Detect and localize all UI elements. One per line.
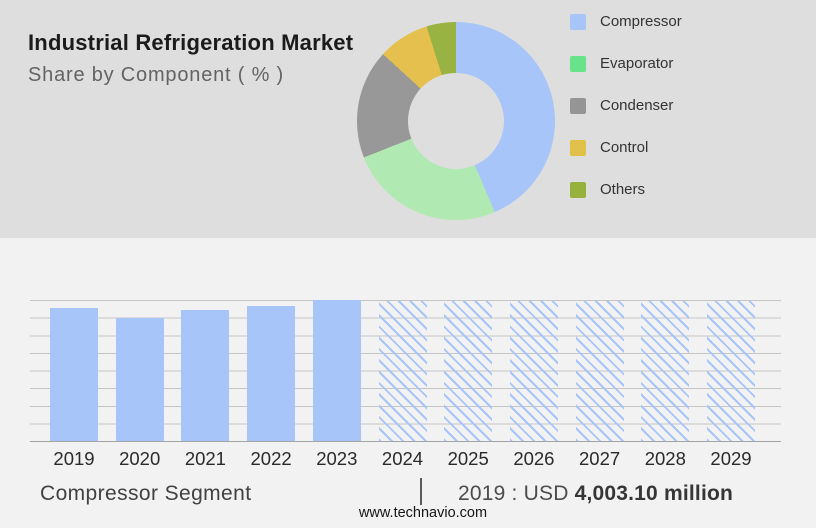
bar-2022: [247, 306, 296, 441]
bar-2025-forecast: [444, 301, 493, 441]
bar-2023: [312, 300, 361, 441]
legend-item-compressor: Compressor: [570, 13, 682, 30]
legend-swatch-compressor: [570, 13, 586, 30]
legend-swatch-others: [570, 181, 586, 198]
anchor-value: 2019 : USD 4,003.10 million: [458, 482, 733, 506]
bar-2028-forecast: [641, 301, 690, 441]
x-axis-label-2025: 2025: [447, 448, 489, 469]
anchor-value-prefix: 2019 : USD: [458, 482, 575, 505]
legend-label: Evaporator: [600, 55, 674, 72]
legend-swatch-condenser: [570, 97, 586, 114]
bar-chart-section: Compressor Segment 2019 : USD 4,003.10 m…: [0, 238, 816, 528]
x-axis-label-2019: 2019: [53, 448, 95, 469]
legend-item-others: Others: [570, 181, 682, 198]
title-block: Industrial Refrigeration Market Share by…: [28, 30, 353, 87]
x-axis-label-2026: 2026: [513, 448, 555, 469]
legend-label: Compressor: [600, 13, 682, 30]
legend-swatch-evaporator: [570, 55, 586, 72]
x-axis-label-2024: 2024: [381, 448, 424, 469]
bar-2029-forecast: [707, 301, 755, 441]
x-axis-label-2023: 2023: [316, 448, 358, 469]
x-axis-label-2028: 2028: [644, 448, 686, 469]
footer-divider: [420, 478, 422, 505]
segment-label: Compressor Segment: [40, 482, 252, 505]
legend-item-evaporator: Evaporator: [570, 55, 682, 72]
legend-item-condenser: Condenser: [570, 97, 682, 114]
legend-label: Others: [600, 181, 646, 198]
bar-2026-forecast: [509, 301, 558, 441]
x-axis-label-2021: 2021: [184, 448, 226, 469]
bar-2024-forecast: [378, 301, 427, 441]
page-subtitle: Share by Component ( % ): [28, 64, 284, 86]
website-url: www.technavio.com: [358, 505, 488, 521]
bar-2021: [181, 310, 230, 441]
header-section: Industrial Refrigeration Market Share by…: [0, 0, 816, 238]
x-axis-label-2020: 2020: [119, 448, 161, 469]
page-title: Industrial Refrigeration Market: [28, 30, 354, 55]
legend-item-control: Control: [570, 139, 682, 156]
legend: Compressor Evaporator Condenser Control Othe…: [570, 13, 682, 198]
x-axis-label-2027: 2027: [579, 448, 621, 469]
x-axis-label-2029: 2029: [710, 448, 752, 469]
anchor-value-bold: 4,003.10 million: [574, 482, 734, 505]
x-axis-label-2022: 2022: [250, 448, 292, 469]
donut-hole: [408, 73, 504, 169]
legend-swatch-control: [570, 139, 586, 156]
bar-2020: [115, 318, 164, 441]
bar-2019: [50, 308, 98, 441]
donut-chart: [357, 22, 555, 220]
legend-label: Control: [600, 139, 649, 156]
legend-label: Condenser: [600, 97, 674, 114]
bar-2027-forecast: [575, 301, 624, 441]
